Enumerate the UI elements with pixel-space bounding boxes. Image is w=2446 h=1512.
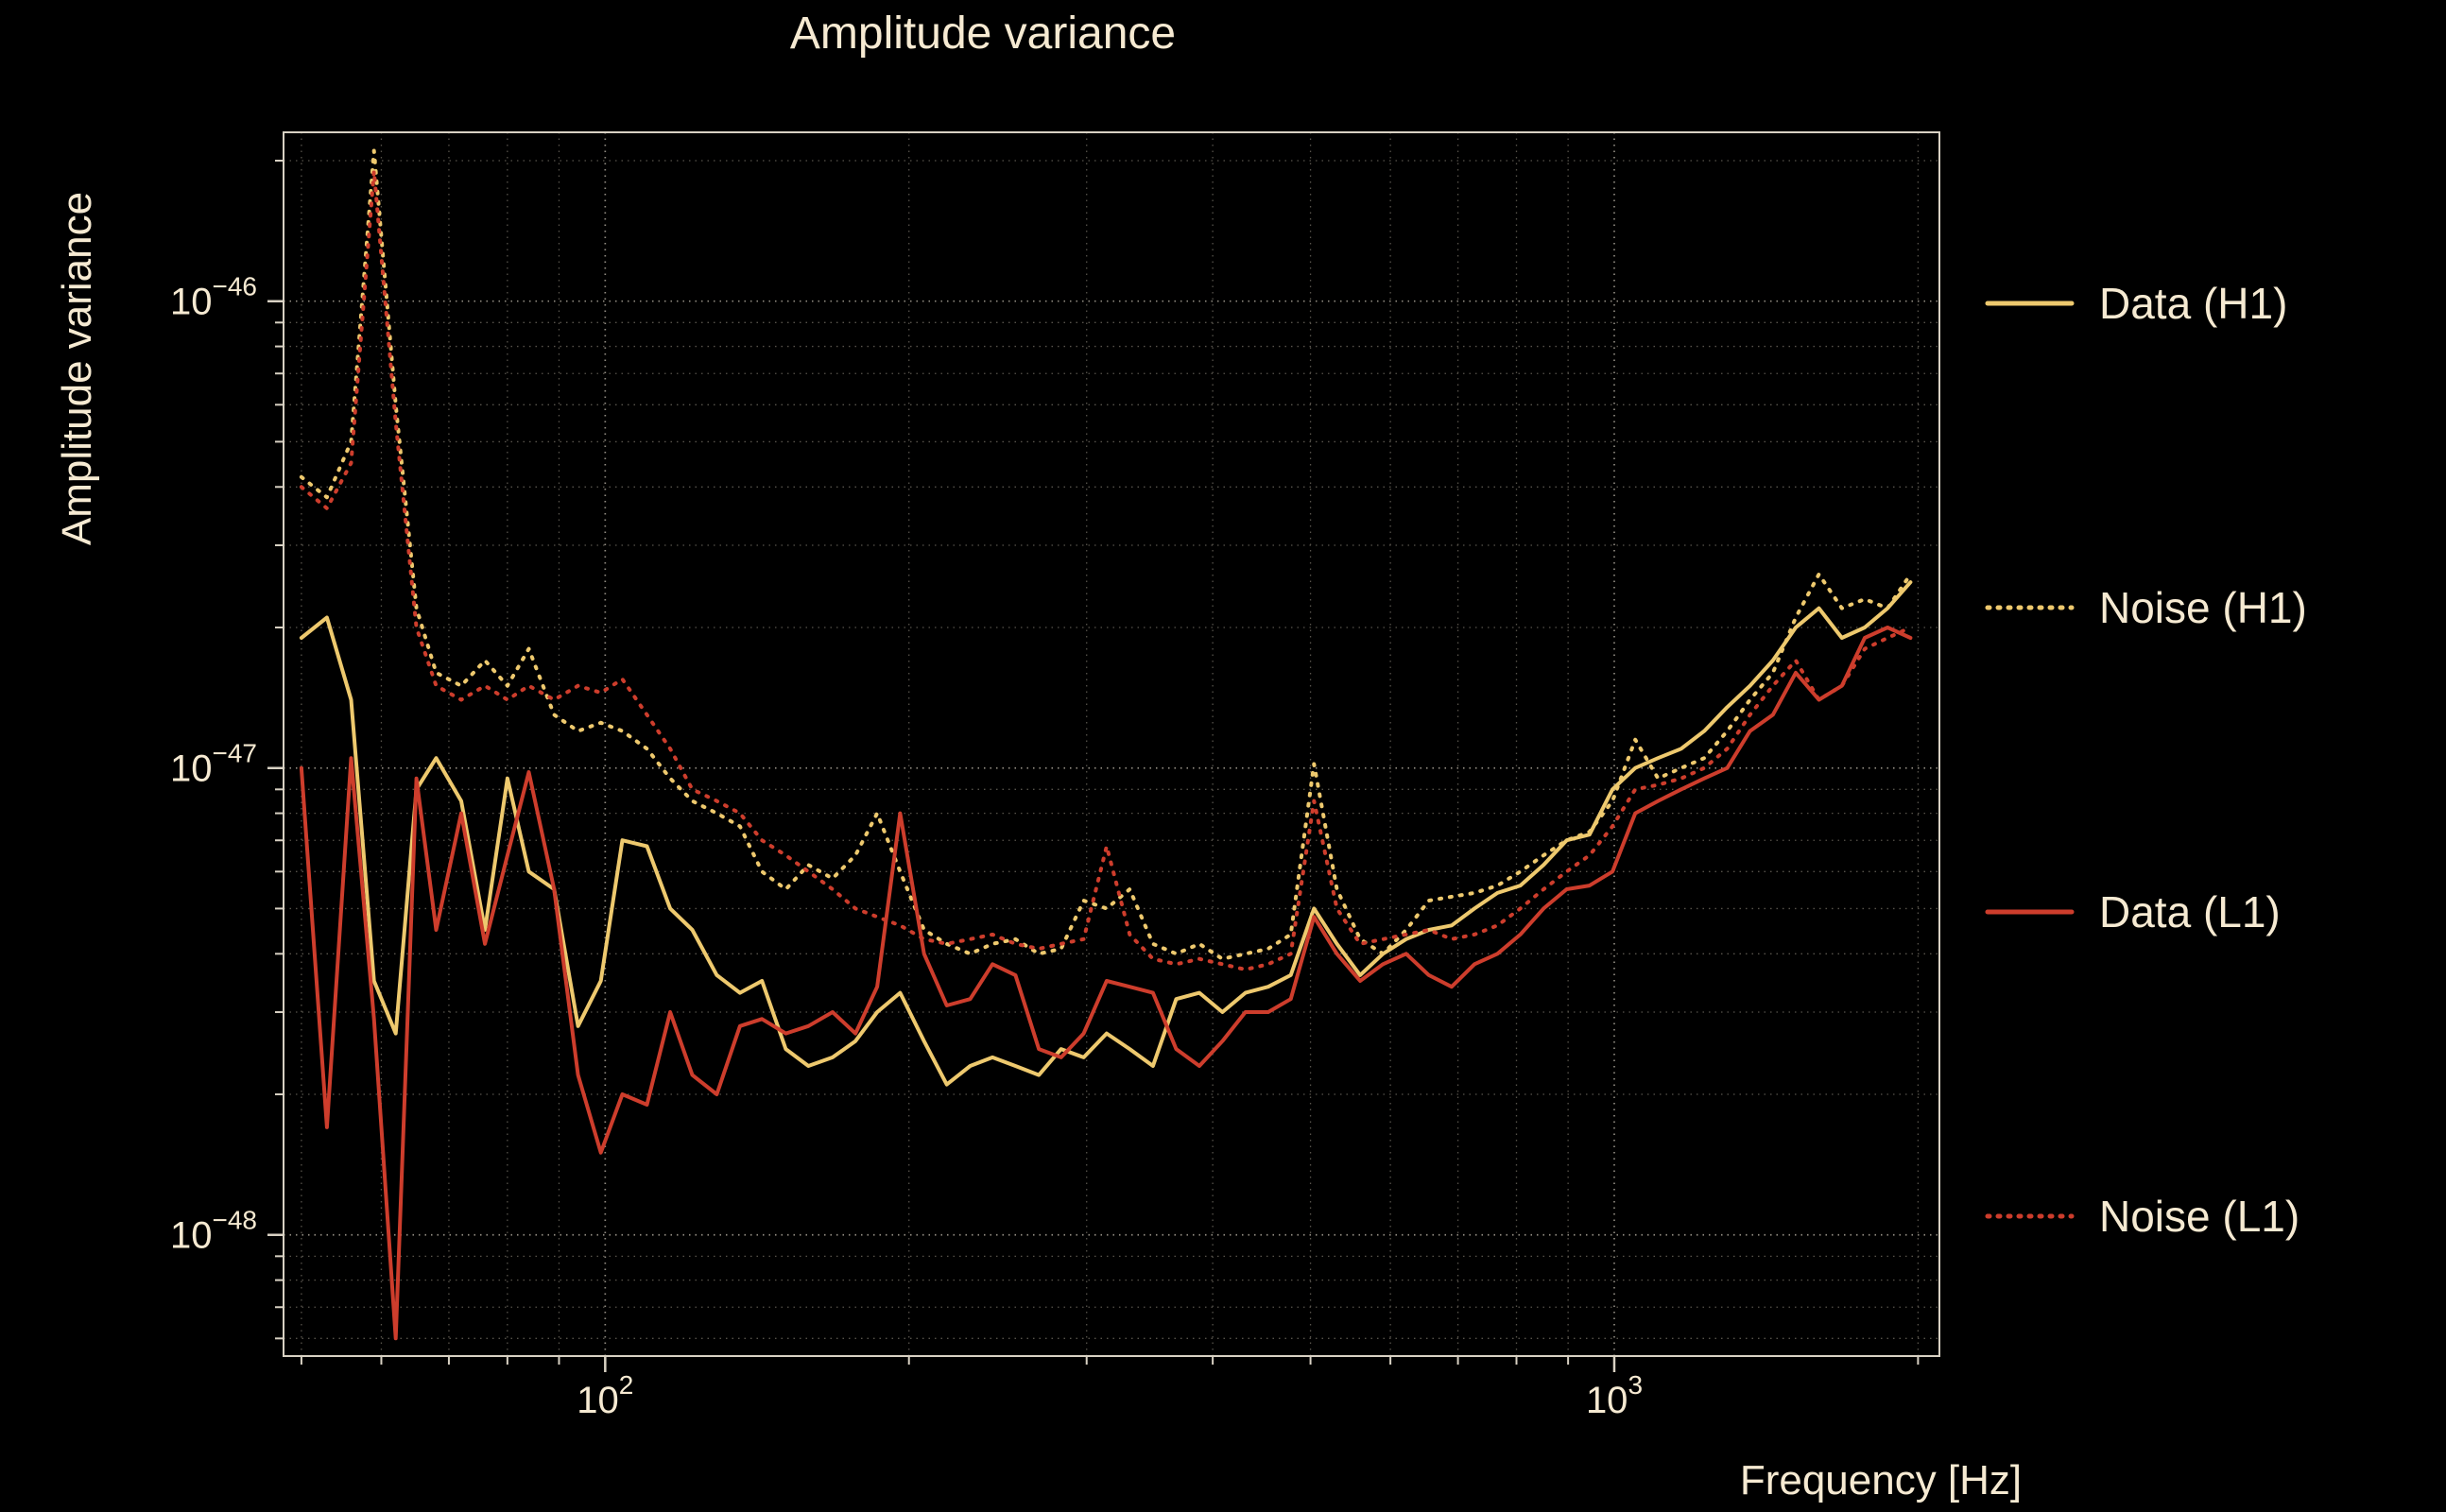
legend-label-data-l1: Data (L1) [2099, 887, 2281, 936]
legend-label-noise-h1: Noise (H1) [2099, 583, 2307, 632]
series-noise-h1 [299, 148, 1913, 961]
x-axis-label: Frequency [Hz] [1739, 1457, 2023, 1503]
legend-line-sample [1985, 909, 2075, 915]
y-tick-label: 10−46 [170, 272, 257, 323]
plot-frame [283, 131, 1940, 1357]
legend-label-data-h1: Data (H1) [2099, 279, 2288, 328]
legend-item-noise-h1: Noise (H1) [1985, 578, 2307, 637]
x-tick-label: 103 [1586, 1370, 1643, 1421]
series-data-l1 [299, 626, 1913, 1341]
y-tick-label: 10−47 [170, 739, 257, 790]
legend-line-sample [1985, 605, 2075, 610]
y-tick-label: 10−48 [170, 1206, 257, 1257]
x-tick-label: 102 [577, 1370, 633, 1421]
legend-line-sample [1985, 301, 2075, 306]
legend-line-sample [1985, 1213, 2075, 1219]
legend-item-data-l1: Data (L1) [1985, 883, 2281, 941]
legend-label-noise-l1: Noise (L1) [2099, 1192, 2300, 1241]
chart-title: Amplitude variance [789, 9, 1177, 59]
series-data-h1 [299, 580, 1913, 1087]
y-axis-label: Amplitude variance [54, 191, 100, 546]
legend-item-noise-l1: Noise (L1) [1985, 1187, 2300, 1246]
series-noise-l1 [299, 169, 1913, 971]
legend-item-data-h1: Data (H1) [1985, 274, 2287, 333]
